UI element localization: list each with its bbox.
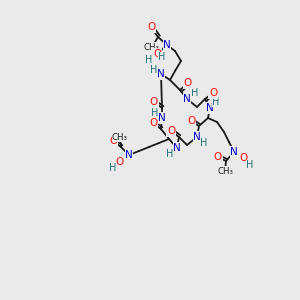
Text: N: N	[230, 147, 238, 157]
Text: O: O	[109, 136, 117, 146]
Text: O: O	[153, 49, 161, 59]
Text: N: N	[158, 113, 166, 123]
Text: H: H	[200, 138, 208, 148]
Text: H: H	[158, 52, 166, 62]
Text: N: N	[157, 69, 165, 79]
Text: N: N	[163, 40, 171, 50]
Text: O: O	[214, 152, 222, 162]
Text: H: H	[212, 97, 220, 107]
Text: O: O	[167, 126, 175, 136]
Text: CH₃: CH₃	[144, 43, 160, 52]
Text: H: H	[166, 149, 174, 159]
Text: O: O	[149, 118, 157, 128]
Text: O: O	[239, 153, 247, 163]
Text: H: H	[151, 108, 159, 118]
Text: N: N	[183, 94, 191, 104]
Text: O: O	[184, 78, 192, 88]
Text: H: H	[150, 65, 158, 75]
Text: H: H	[145, 55, 153, 65]
Text: O: O	[116, 157, 124, 167]
Text: CH₃: CH₃	[217, 167, 233, 176]
Text: N: N	[125, 150, 133, 160]
Text: N: N	[173, 143, 181, 153]
Text: N: N	[193, 132, 201, 142]
Text: H: H	[246, 160, 254, 170]
Text: N: N	[206, 103, 214, 113]
Text: O: O	[187, 116, 195, 126]
Text: O: O	[147, 22, 155, 32]
Text: H: H	[191, 88, 199, 98]
Text: O: O	[209, 88, 217, 98]
Text: O: O	[150, 97, 158, 107]
Text: H: H	[109, 163, 117, 173]
Text: CH₃: CH₃	[112, 133, 128, 142]
